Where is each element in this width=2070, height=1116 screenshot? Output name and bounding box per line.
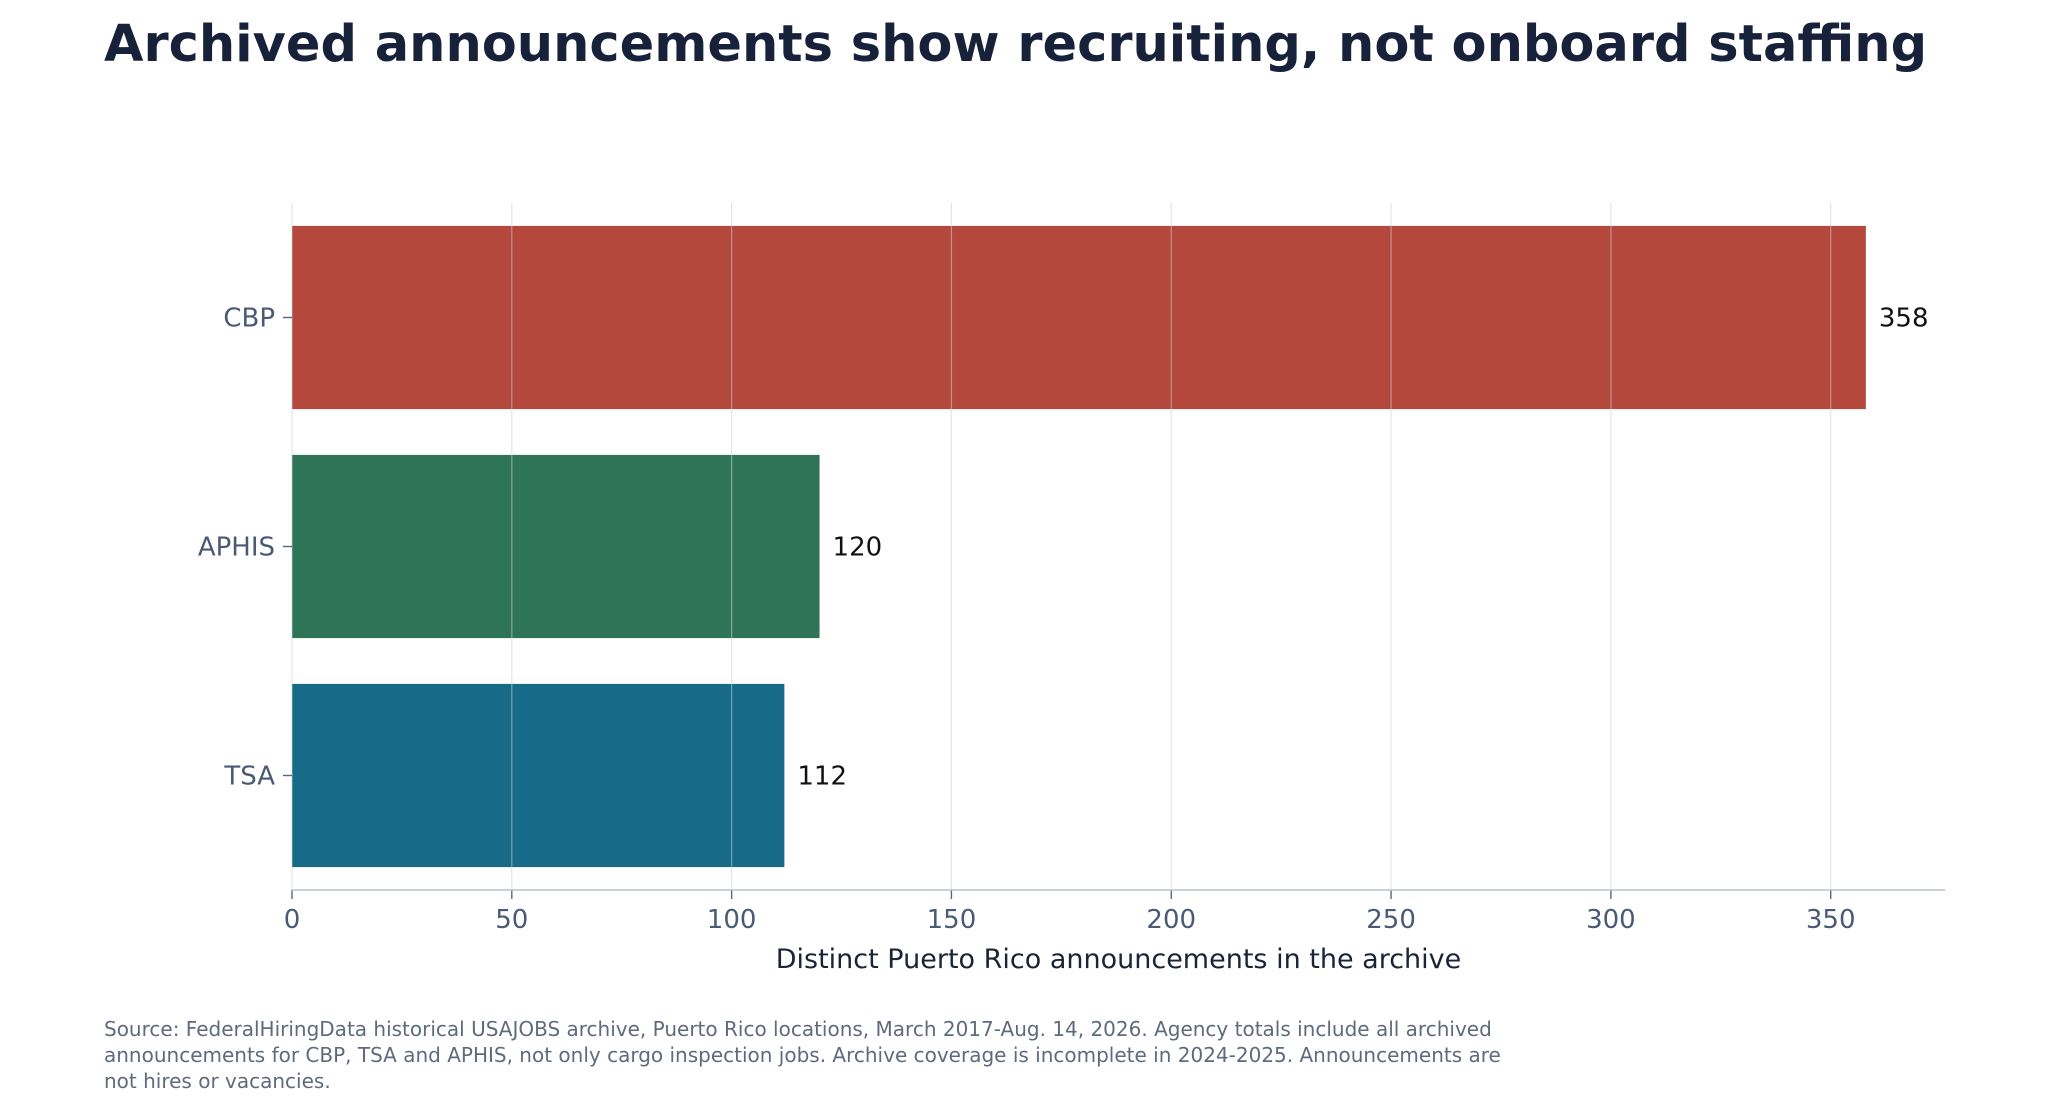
source-note: Source: FederalHiringData historical USA… bbox=[104, 1017, 1501, 1093]
x-tick-label-250: 250 bbox=[1366, 905, 1416, 935]
x-tick-label-200: 200 bbox=[1146, 905, 1196, 935]
data-label-tsa: 112 bbox=[797, 762, 847, 792]
data-label-cbp: 358 bbox=[1879, 304, 1929, 334]
x-tick-label-100: 100 bbox=[707, 905, 757, 935]
y-tick-label-tsa: TSA bbox=[223, 762, 275, 792]
data-label-aphis: 120 bbox=[833, 533, 883, 563]
bar-aphis bbox=[292, 454, 820, 639]
x-tick-label-50: 50 bbox=[495, 905, 528, 935]
y-tick-label-cbp: CBP bbox=[223, 304, 275, 334]
x-tick-label-150: 150 bbox=[927, 905, 977, 935]
bar-cbp bbox=[292, 225, 1866, 410]
x-tick-label-300: 300 bbox=[1586, 905, 1636, 935]
bars bbox=[292, 225, 1866, 868]
bar-tsa bbox=[292, 683, 785, 868]
x-axis-title: Distinct Puerto Rico announcements in th… bbox=[776, 944, 1462, 975]
axes bbox=[283, 316, 1945, 899]
labels: 358 CBP 120 APHIS 112 TSA 0 50 100 150 200 250 300 35… bbox=[198, 304, 1929, 976]
chart-title: Archived announcements show recruiting, … bbox=[104, 15, 1928, 74]
x-tick-label-350: 350 bbox=[1806, 905, 1856, 935]
y-tick-label-aphis: APHIS bbox=[198, 533, 275, 563]
x-tick-label-0: 0 bbox=[284, 905, 301, 935]
